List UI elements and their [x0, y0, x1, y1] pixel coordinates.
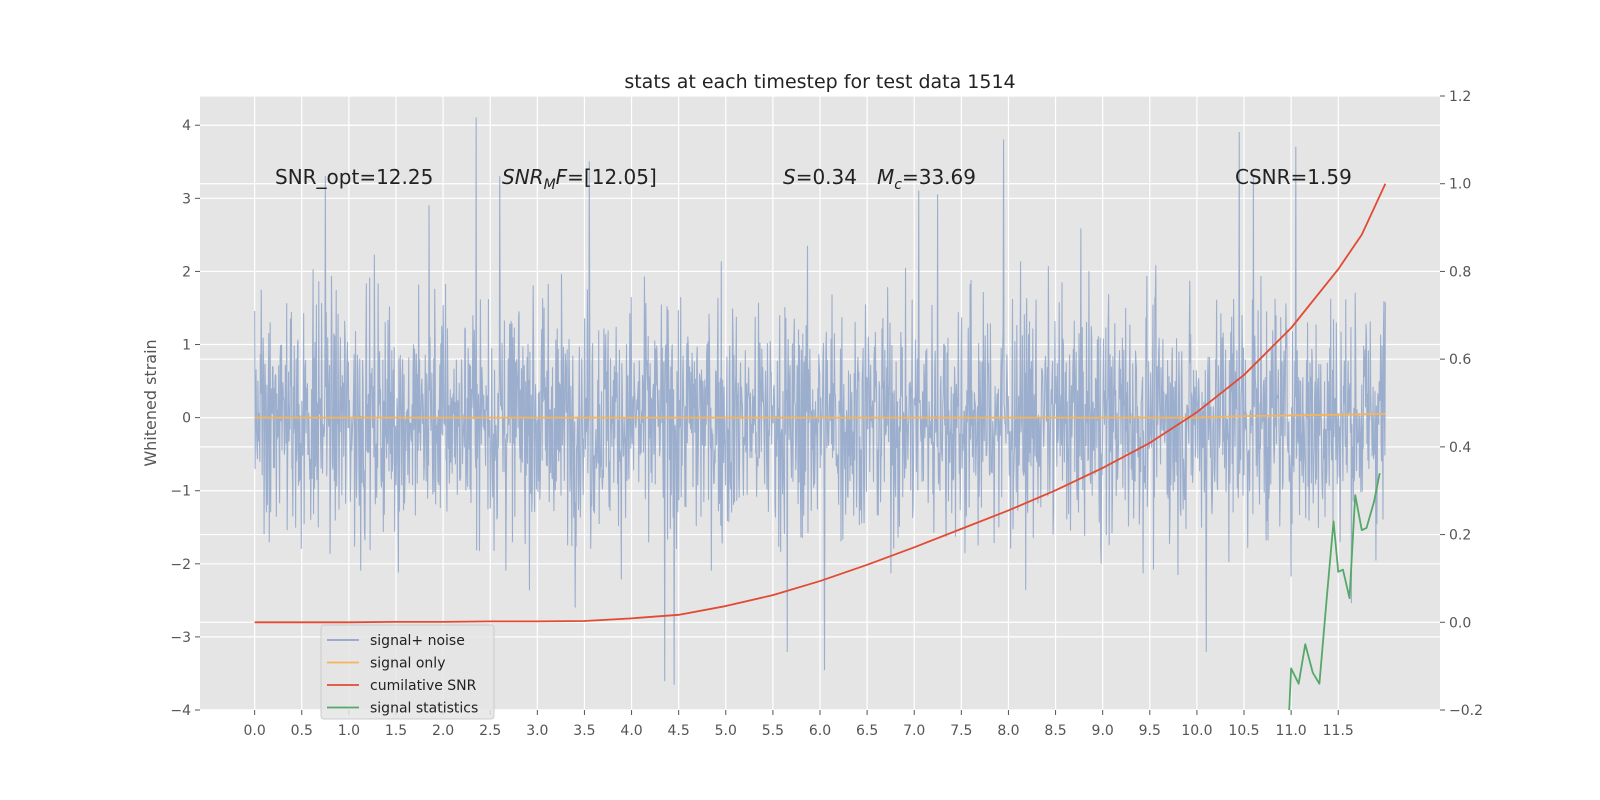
y-tick-label: 2: [182, 264, 191, 280]
x-tick-label: 8.0: [997, 723, 1019, 739]
x-tick-label: 4.5: [668, 723, 690, 739]
legend-box: [320, 624, 495, 720]
x-tick-label: 7.0: [903, 723, 925, 739]
s-symbol: S: [783, 165, 796, 189]
legend: signal+ noise signal only cumilative SNR si…: [320, 624, 495, 720]
y-tick-label: −1: [170, 484, 191, 500]
y-tick-label: 3: [182, 191, 191, 207]
y-tick-label: −4: [170, 703, 191, 719]
legend-entry: signal only: [370, 656, 445, 672]
y-axis-label: Whitened strain: [141, 339, 160, 466]
annotation-mc: Mc=33.69: [877, 165, 976, 193]
series-signal-statistics-line: [1288, 472, 1381, 711]
y2-tick-label: −0.2: [1449, 703, 1483, 719]
snr-mf-subscript: M: [544, 177, 556, 193]
y-tick-label: 0: [182, 411, 191, 427]
y2-tick-label: 0.0: [1449, 615, 1471, 631]
x-tick-label: 2.5: [479, 723, 501, 739]
x-tick-label: 0.5: [291, 723, 313, 739]
x-tick-label: 2.0: [432, 723, 454, 739]
x-tick-label: 11.0: [1276, 723, 1307, 739]
snr-mf-value: =[12.05]: [567, 165, 657, 189]
legend-entry: signal+ noise: [370, 633, 465, 649]
mc-symbol: M: [877, 165, 894, 189]
x-tick-label: 7.5: [950, 723, 972, 739]
annotation-csnr: CSNR=1.59: [1235, 165, 1352, 189]
x-tick-label: 6.5: [856, 723, 878, 739]
y2-tick-label: 1.2: [1449, 89, 1471, 105]
series-signal-only-line: [254, 413, 1386, 419]
x-tick-label: 5.5: [762, 723, 784, 739]
x-tick-label: 3.0: [526, 723, 548, 739]
y2-tick-label: 0.6: [1449, 352, 1471, 368]
x-tick-label: 1.5: [385, 723, 407, 739]
chart-title: stats at each timestep for test data 151…: [624, 71, 1015, 93]
x-tick-label: 4.0: [620, 723, 642, 739]
y2-tick-label: 0.2: [1449, 528, 1471, 544]
x-tick-label: 1.0: [338, 723, 360, 739]
annotation-s: S=0.34: [783, 165, 857, 189]
y-tick-label: 4: [182, 118, 191, 134]
legend-entry: signal statistics: [370, 701, 478, 717]
y-tick-label: −2: [170, 557, 191, 573]
x-tick-label: 3.5: [573, 723, 595, 739]
x-tick-label: 8.5: [1044, 723, 1066, 739]
x-tick-label: 0.0: [244, 723, 266, 739]
x-tick-label: 6.0: [809, 723, 831, 739]
mc-subscript: c: [894, 177, 902, 193]
series-layer: [254, 117, 1387, 711]
series-signal-noise-line: [254, 117, 1386, 685]
axes: 0.0 0.5 1.0 1.5 2.0 2.5 3.0 3.5 4.0 4.5 5.0 5.5 6.0 6…: [170, 89, 1483, 739]
x-tick-label: 9.5: [1139, 723, 1161, 739]
y-tick-label: 1: [182, 338, 191, 354]
x-tick-label: 11.5: [1323, 723, 1354, 739]
legend-entry: cumilative SNR: [370, 678, 477, 694]
x-tick-label: 9.0: [1092, 723, 1114, 739]
x-tick-label: 10.5: [1228, 723, 1259, 739]
y2-tick-label: 0.4: [1449, 440, 1471, 456]
x-tick-label: 5.0: [715, 723, 737, 739]
y-tick-label: −3: [170, 630, 191, 646]
y2-tick-label: 0.8: [1449, 264, 1471, 280]
snr-mf-symbol: SNR: [502, 165, 544, 189]
annotation-snr-opt: SNR_opt=12.25: [275, 165, 433, 189]
mc-value: =33.69: [902, 165, 976, 189]
x-tick-label: 10.0: [1181, 723, 1212, 739]
y2-tick-label: 1.0: [1449, 177, 1471, 193]
series-cumulative-snr-line: [254, 183, 1387, 624]
annotation-snr-mf: SNRMF=[12.05]: [502, 165, 657, 193]
snr-mf-f: F: [556, 165, 568, 189]
s-value: =0.34: [796, 165, 857, 189]
